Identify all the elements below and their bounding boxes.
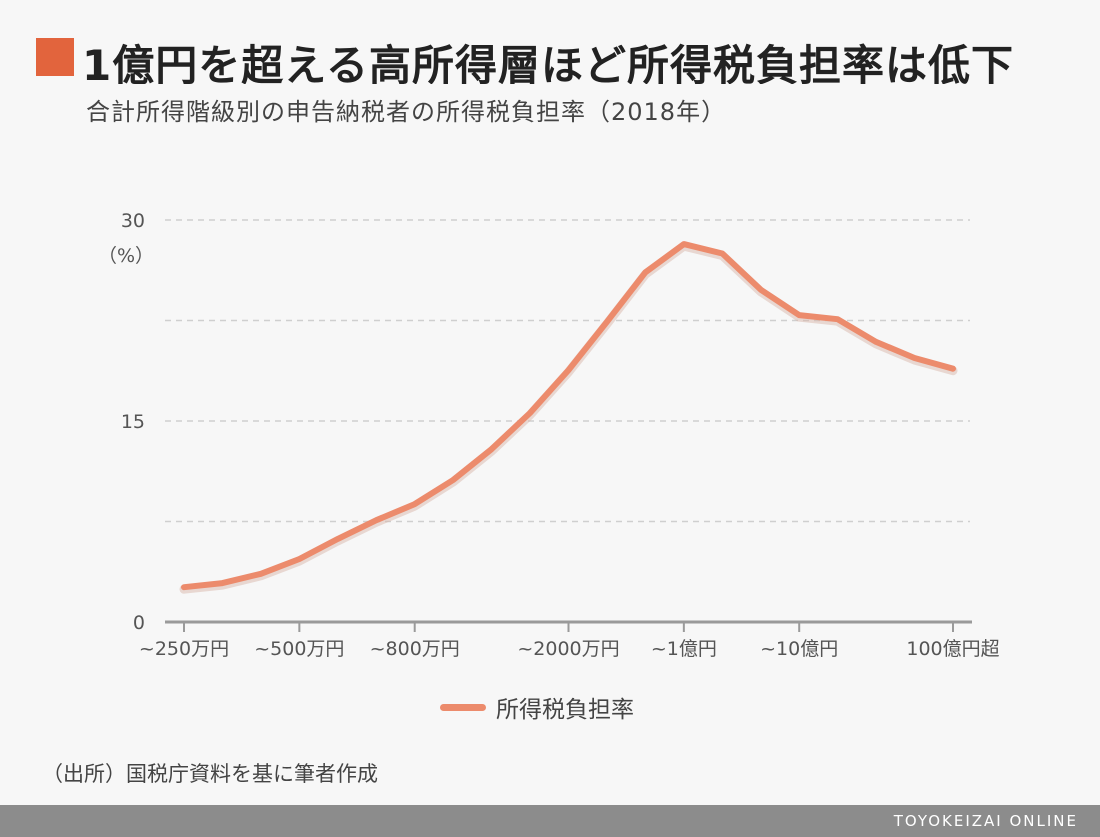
x-tick-label: 100億円超 — [906, 638, 999, 660]
chart-subtitle: 合計所得階級別の申告納税者の所得税負担率（2018年） — [86, 98, 727, 126]
data-point — [719, 251, 725, 256]
data-point — [873, 339, 879, 345]
series-line-shadow — [179, 241, 958, 594]
data-point — [335, 536, 341, 542]
data-point — [950, 366, 956, 372]
y-tick-label: 0 — [133, 612, 145, 634]
y-tick-label: 15 — [121, 411, 145, 433]
data-point — [566, 367, 571, 373]
data-point — [258, 571, 264, 577]
data-point — [527, 410, 533, 416]
x-tick-label: ~2000万円 — [517, 638, 619, 660]
data-point — [181, 584, 187, 590]
data-point — [835, 316, 841, 322]
data-point — [296, 556, 302, 562]
x-tick-label: ~800万円 — [370, 638, 460, 660]
data-point — [681, 241, 687, 247]
title-row: 1億円を超える高所得層ほど所得税負担率は低下 — [36, 34, 1100, 84]
data-point — [219, 580, 225, 586]
x-tick-label: ~10億円 — [760, 638, 838, 660]
x-tick-label: ~500万円 — [254, 638, 344, 660]
y-unit-label: （%） — [98, 245, 154, 267]
series-line — [181, 241, 956, 591]
legend-label: 所得税負担率 — [496, 697, 634, 723]
source-note: （出所）国税庁資料を基に筆者作成 — [42, 762, 378, 786]
x-tick-label: ~250万円 — [139, 638, 229, 660]
data-point — [450, 477, 456, 483]
data-point — [642, 269, 648, 275]
y-tick-label: 30 — [121, 210, 145, 232]
data-point — [758, 287, 764, 293]
legend-line-swatch — [440, 704, 486, 711]
data-point — [604, 319, 610, 325]
footer-brand: TOYOKEIZAI ONLINE — [893, 812, 1078, 830]
data-point — [912, 355, 918, 361]
chart-title: 1億円を超える高所得層ほど所得税負担率は低下 — [82, 41, 1014, 84]
title-accent-square — [36, 38, 74, 76]
footer-bar: TOYOKEIZAI ONLINE — [0, 805, 1100, 837]
data-point — [796, 312, 802, 318]
line-chart: 0 15 30 （%） ~250万円 ~500万円 ~800万円 ~2000万円 ~1億円 ~10… — [98, 210, 1000, 660]
data-point — [412, 501, 418, 507]
x-tick-label: ~1億円 — [651, 638, 717, 660]
data-point — [373, 517, 379, 523]
data-point — [489, 446, 495, 452]
